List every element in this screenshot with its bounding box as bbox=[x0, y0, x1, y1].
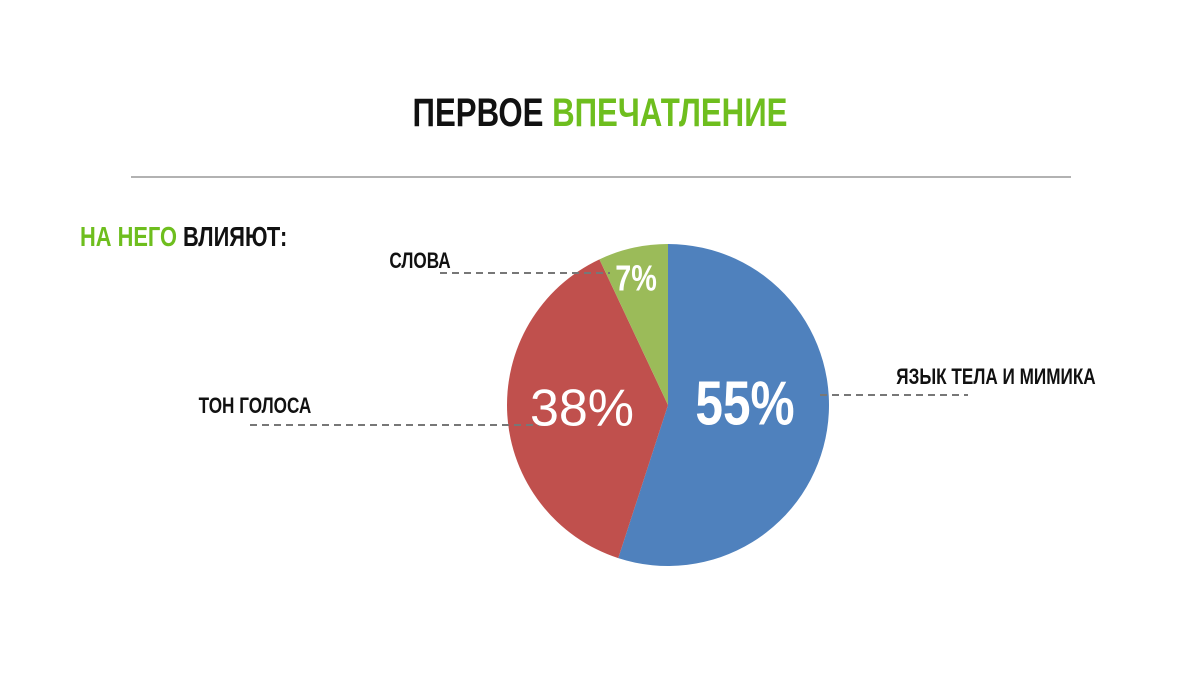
value-label: 55% bbox=[695, 368, 794, 438]
category-label: СЛОВА bbox=[389, 249, 450, 274]
subtitle-part: ВЛИЯЮТ: bbox=[183, 221, 287, 252]
pie-slice bbox=[618, 244, 829, 566]
slide-title: ПЕРВОЕ ВПЕЧАТЛЕНИЕ bbox=[413, 91, 788, 136]
pie-slice bbox=[506, 259, 668, 559]
title-part: ПЕРВОЕ bbox=[413, 91, 544, 136]
subtitle: НА НЕГО ВЛИЯЮТ: bbox=[80, 221, 287, 252]
value-label: 7% bbox=[615, 257, 657, 298]
title-part: ВПЕЧАТЛЕНИЕ bbox=[552, 91, 787, 136]
category-label: ЯЗЫК ТЕЛА И МИМИКА bbox=[896, 365, 1095, 390]
category-label: ТОН ГОЛОСА bbox=[199, 394, 312, 419]
pie-chart: ЯЗЫК ТЕЛА И МИМИКА 55% ТОН ГОЛОСА 38% СЛОВА 7… bbox=[199, 244, 1096, 566]
subtitle-part: НА НЕГО bbox=[80, 221, 177, 252]
pie-slice bbox=[599, 244, 668, 405]
value-label: 38% bbox=[530, 380, 634, 438]
